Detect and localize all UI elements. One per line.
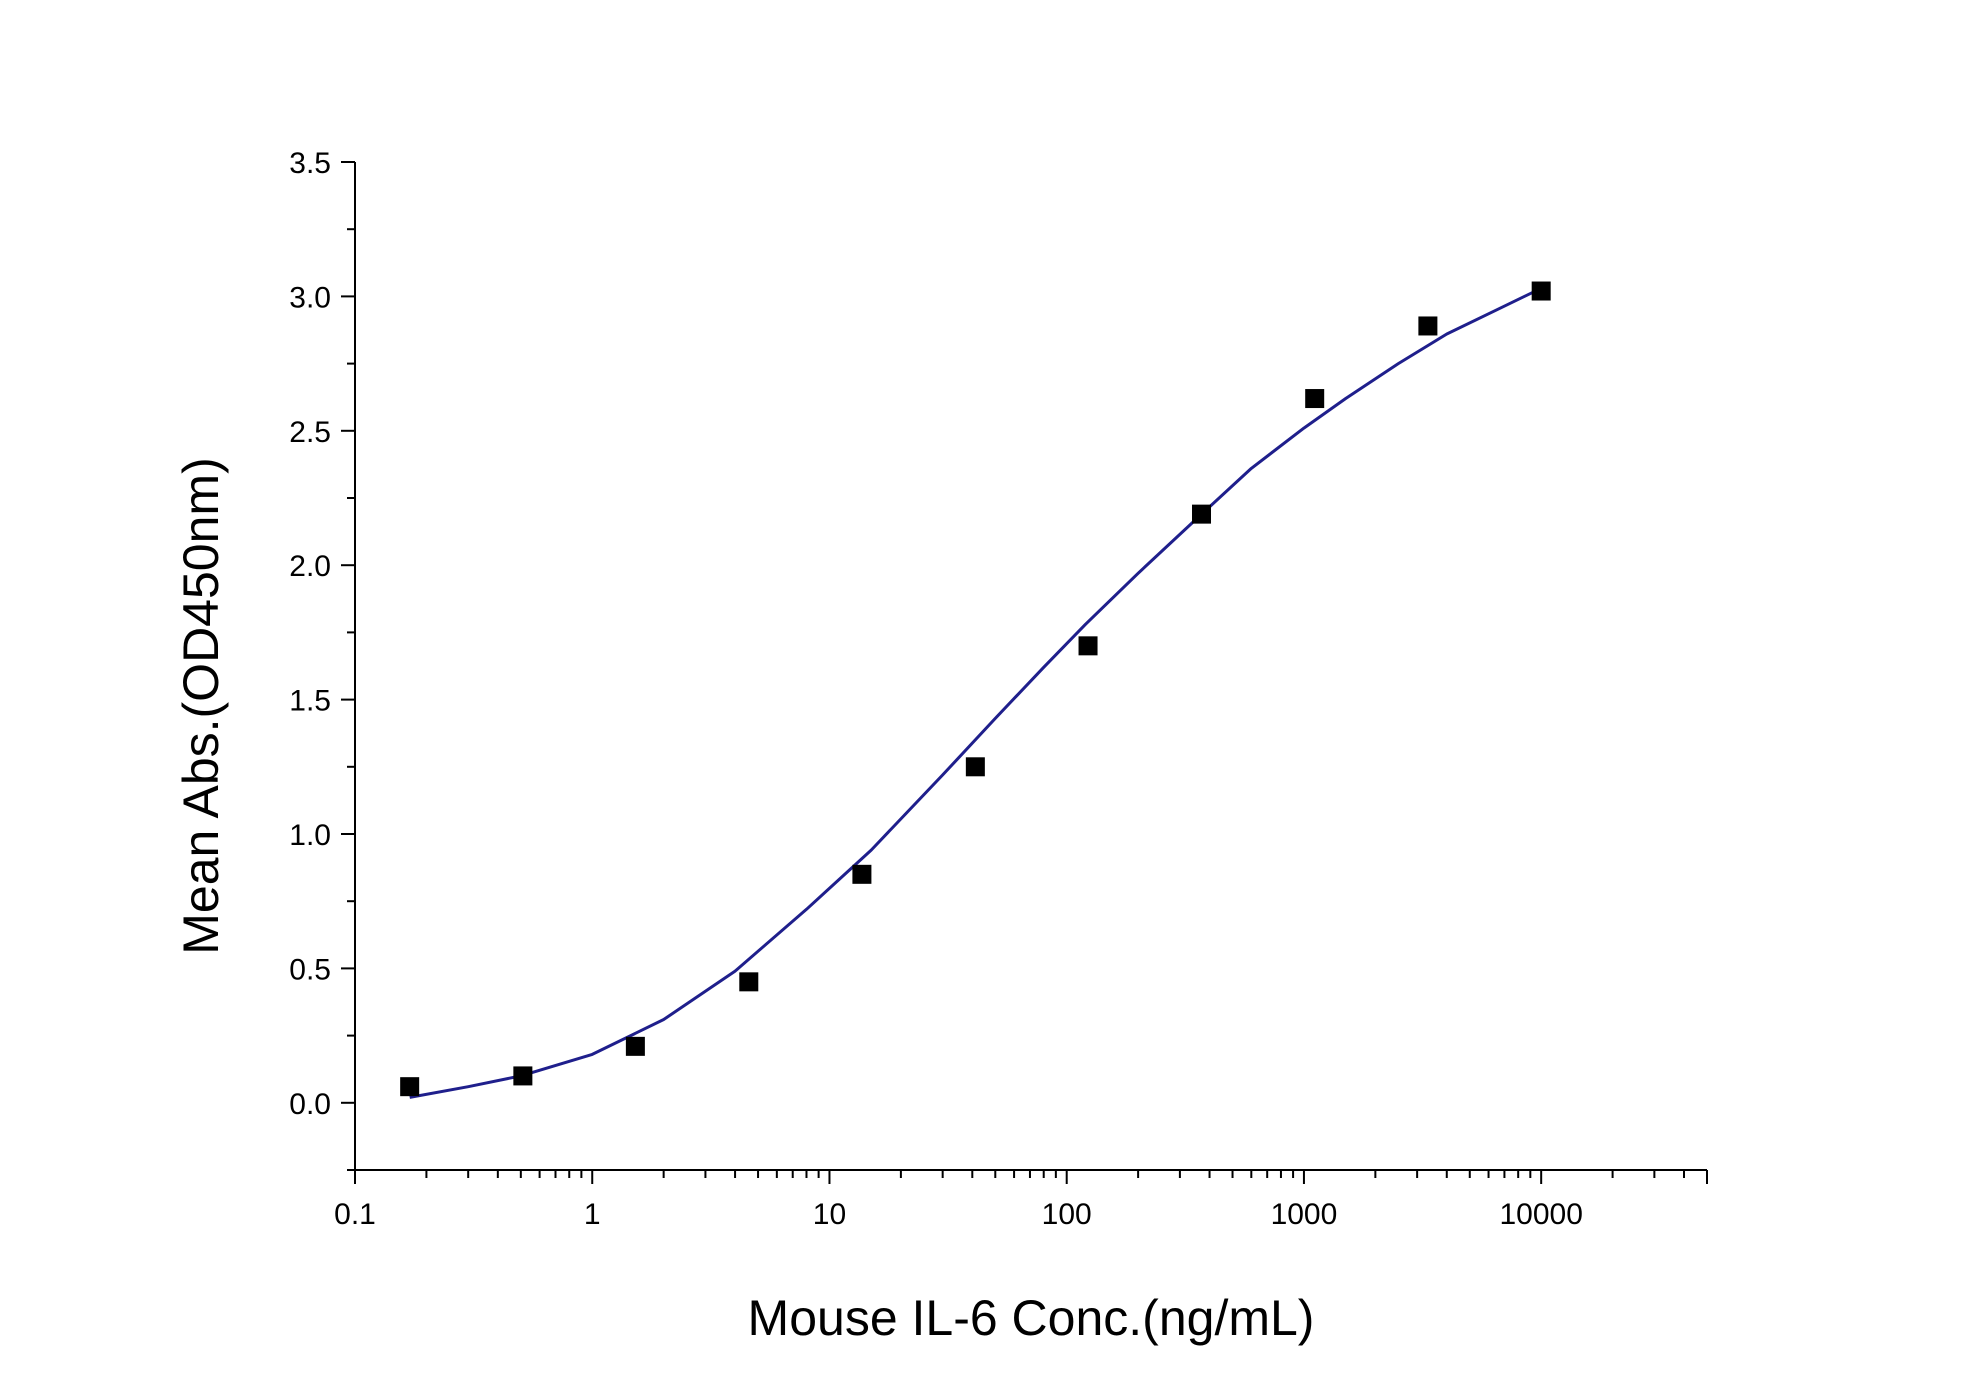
y-tick-label: 0.0 xyxy=(289,1088,331,1121)
x-tick-label: 100 xyxy=(1042,1198,1092,1231)
data-point xyxy=(739,972,759,992)
data-point xyxy=(625,1036,645,1056)
x-axis-label: Mouse IL-6 Conc.(ng/mL) xyxy=(748,1290,1315,1346)
x-tick-label: 10000 xyxy=(1499,1198,1582,1231)
y-tick-label: 2.5 xyxy=(289,416,331,449)
y-tick-label: 3.0 xyxy=(289,281,331,314)
data-point xyxy=(1418,316,1438,336)
y-tick-label: 0.5 xyxy=(289,953,331,986)
y-axis-label: Mean Abs.(OD450nm) xyxy=(173,457,229,954)
data-point xyxy=(1192,504,1212,524)
tick-labels: 0.0 0.5 1.0 1.5 2.0 2.5 3.0 3.5 0.1 1 10 100 1000 100… xyxy=(289,147,1583,1231)
x-tick-label: 10 xyxy=(813,1198,846,1231)
data-point xyxy=(852,864,872,884)
fit-curve-line xyxy=(409,286,1542,1099)
y-tick-label: 1.5 xyxy=(289,685,331,718)
data-point xyxy=(400,1077,420,1097)
y-tick-label: 2.0 xyxy=(289,550,331,583)
data-point xyxy=(1305,389,1325,409)
data-point xyxy=(1078,636,1098,656)
x-tick-label: 1 xyxy=(584,1198,601,1231)
data-point xyxy=(965,757,985,777)
data-point xyxy=(513,1066,533,1086)
axes xyxy=(354,162,1707,1171)
tick-marks xyxy=(341,161,1708,1184)
data-point xyxy=(1531,281,1551,301)
x-tick-label: 0.1 xyxy=(334,1198,376,1231)
series-group xyxy=(400,281,1551,1099)
x-tick-label: 1000 xyxy=(1271,1198,1338,1231)
y-tick-label: 3.5 xyxy=(289,147,331,180)
y-tick-label: 1.0 xyxy=(289,819,331,852)
